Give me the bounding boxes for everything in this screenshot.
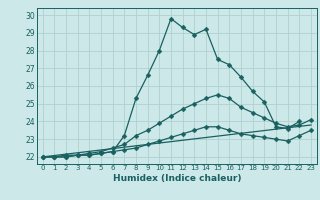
X-axis label: Humidex (Indice chaleur): Humidex (Indice chaleur) [113, 174, 241, 183]
